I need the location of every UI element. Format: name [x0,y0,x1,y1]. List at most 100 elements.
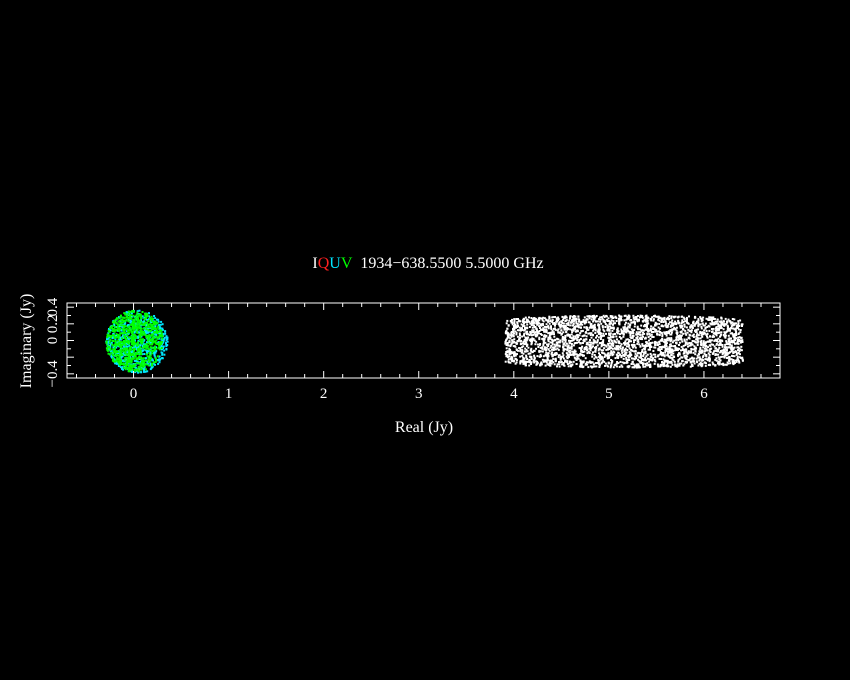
data-point [130,320,133,323]
data-point [544,325,546,328]
data-point [159,329,162,332]
data-point [732,361,735,364]
data-point [652,326,655,329]
data-point [519,328,522,331]
data-point [138,321,140,324]
data-point [162,345,165,348]
data-point [662,362,665,365]
data-point [627,314,630,317]
data-point [646,342,649,345]
data-point [697,340,700,343]
data-point [562,346,564,349]
data-point [706,335,708,338]
data-point [133,337,136,340]
data-point [642,331,644,334]
data-point [640,362,643,364]
data-point [155,321,158,324]
data-point [568,334,571,337]
data-point [638,343,641,346]
data-point [597,349,600,352]
data-point [592,342,595,345]
data-point [717,325,720,327]
data-point [622,357,625,360]
data-point [623,327,626,330]
data-point [163,353,166,356]
data-point [553,352,556,355]
data-point [141,360,143,363]
data-point [129,314,132,317]
data-point [647,344,650,347]
data-point [731,354,733,357]
data-point [570,321,573,324]
data-point [552,357,555,360]
data-point [144,357,147,360]
data-point [533,332,536,335]
data-point [117,360,120,363]
data-point [544,348,546,350]
data-point [584,319,587,322]
data-point [621,351,624,354]
data-point [116,327,119,330]
data-point [119,340,122,343]
data-point [674,346,677,349]
data-point [123,359,125,362]
data-point [128,350,131,353]
data-point [634,316,637,319]
data-point [542,341,545,344]
data-point [548,315,551,318]
data-point [153,351,156,354]
data-point [641,315,644,318]
data-point [675,336,678,339]
data-point [710,317,713,320]
data-point [530,342,533,345]
data-point [668,315,671,318]
data-point [599,342,602,344]
data-point [158,323,161,326]
data-point [701,358,704,361]
data-point [633,328,636,331]
data-point [713,321,716,324]
data-point [123,328,126,331]
data-point [530,363,532,365]
data-point [669,330,672,333]
data-point [713,345,716,348]
x-tick-label: 3 [415,386,423,402]
data-point [115,322,118,325]
data-point [671,350,674,352]
data-point [538,330,541,332]
data-point [726,361,729,364]
data-point [730,346,733,349]
data-point [628,365,631,368]
data-point [554,360,557,363]
data-point [588,352,591,354]
data-point [717,323,720,326]
data-point [135,313,138,316]
data-point [593,316,596,319]
data-point [148,352,151,355]
data-point [585,361,588,364]
data-point [668,360,671,363]
data-point [113,349,116,352]
data-point [115,333,118,336]
data-point [113,358,116,361]
data-point [660,358,662,360]
data-point [150,326,153,329]
data-point [691,325,694,328]
data-point [737,349,739,352]
data-point [154,348,157,351]
data-point [550,328,553,331]
data-point [644,345,647,348]
data-point [673,322,676,325]
data-point [119,314,122,317]
data-point [532,338,535,341]
data-point [524,350,527,353]
data-point [671,363,674,366]
data-point [517,329,519,332]
data-point [124,368,127,371]
data-point [539,323,542,326]
data-point [715,340,718,342]
data-point [109,343,112,346]
data-point [675,326,678,329]
data-point [649,364,651,367]
title-stokes-u: U [329,255,341,272]
